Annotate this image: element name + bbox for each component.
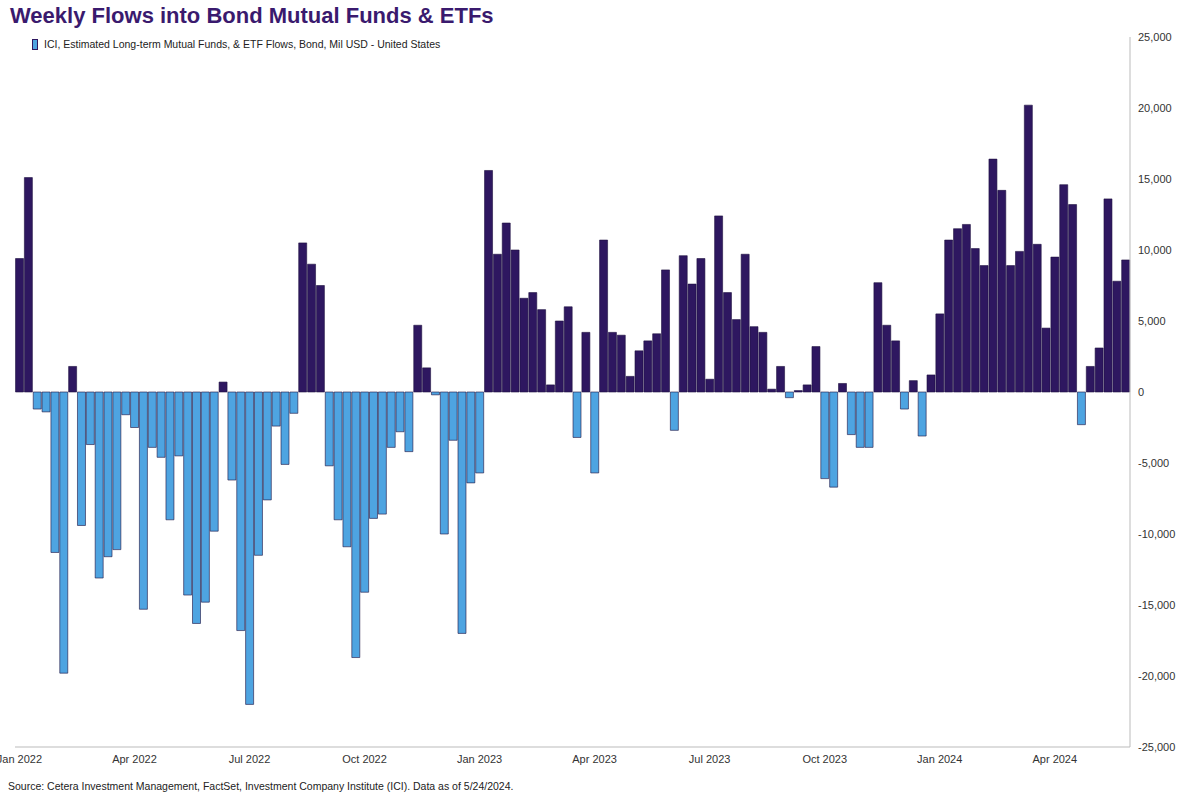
html-text:Weekly Flows into Bond Mutual: Weekly Flows into Bond Mutual Funds & ET… — [10, 3, 494, 28]
svg-text:Apr 2022: Apr 2022 — [112, 753, 157, 765]
html-text:ICI, Estimated Long-term Mutua: ICI, Estimated Long-term Mutual Funds, &… — [44, 38, 441, 50]
svg-text:Jan 2023: Jan 2023 — [457, 753, 502, 765]
svg-text:Oct 2022: Oct 2022 — [342, 753, 387, 765]
svg-text:Apr 2024: Apr 2024 — [1032, 753, 1077, 765]
svg-text:Jul 2022: Jul 2022 — [229, 753, 271, 765]
svg-text:10,000: 10,000 — [1138, 244, 1172, 256]
svg-text:5,000: 5,000 — [1138, 315, 1166, 327]
svg-text:Jan 2024: Jan 2024 — [917, 753, 962, 765]
html-text:Source: Cetera Investment Mana: Source: Cetera Investment Management, Fa… — [8, 780, 514, 792]
svg-text:-15,000: -15,000 — [1138, 599, 1175, 611]
svg-text:-5,000: -5,000 — [1138, 457, 1169, 469]
svg-text:0: 0 — [1138, 386, 1144, 398]
svg-text:25,000: 25,000 — [1138, 31, 1172, 43]
svg-text:20,000: 20,000 — [1138, 102, 1172, 114]
svg-text:Jul 2023: Jul 2023 — [689, 753, 731, 765]
svg-text:Apr 2023: Apr 2023 — [572, 753, 617, 765]
svg-text:-10,000: -10,000 — [1138, 528, 1175, 540]
svg-text:-25,000: -25,000 — [1138, 741, 1175, 753]
svg-text:Oct 2023: Oct 2023 — [802, 753, 847, 765]
svg-text:-20,000: -20,000 — [1138, 670, 1175, 682]
svg-text:Jan 2022: Jan 2022 — [8, 753, 42, 765]
svg-text:15,000: 15,000 — [1138, 173, 1172, 185]
